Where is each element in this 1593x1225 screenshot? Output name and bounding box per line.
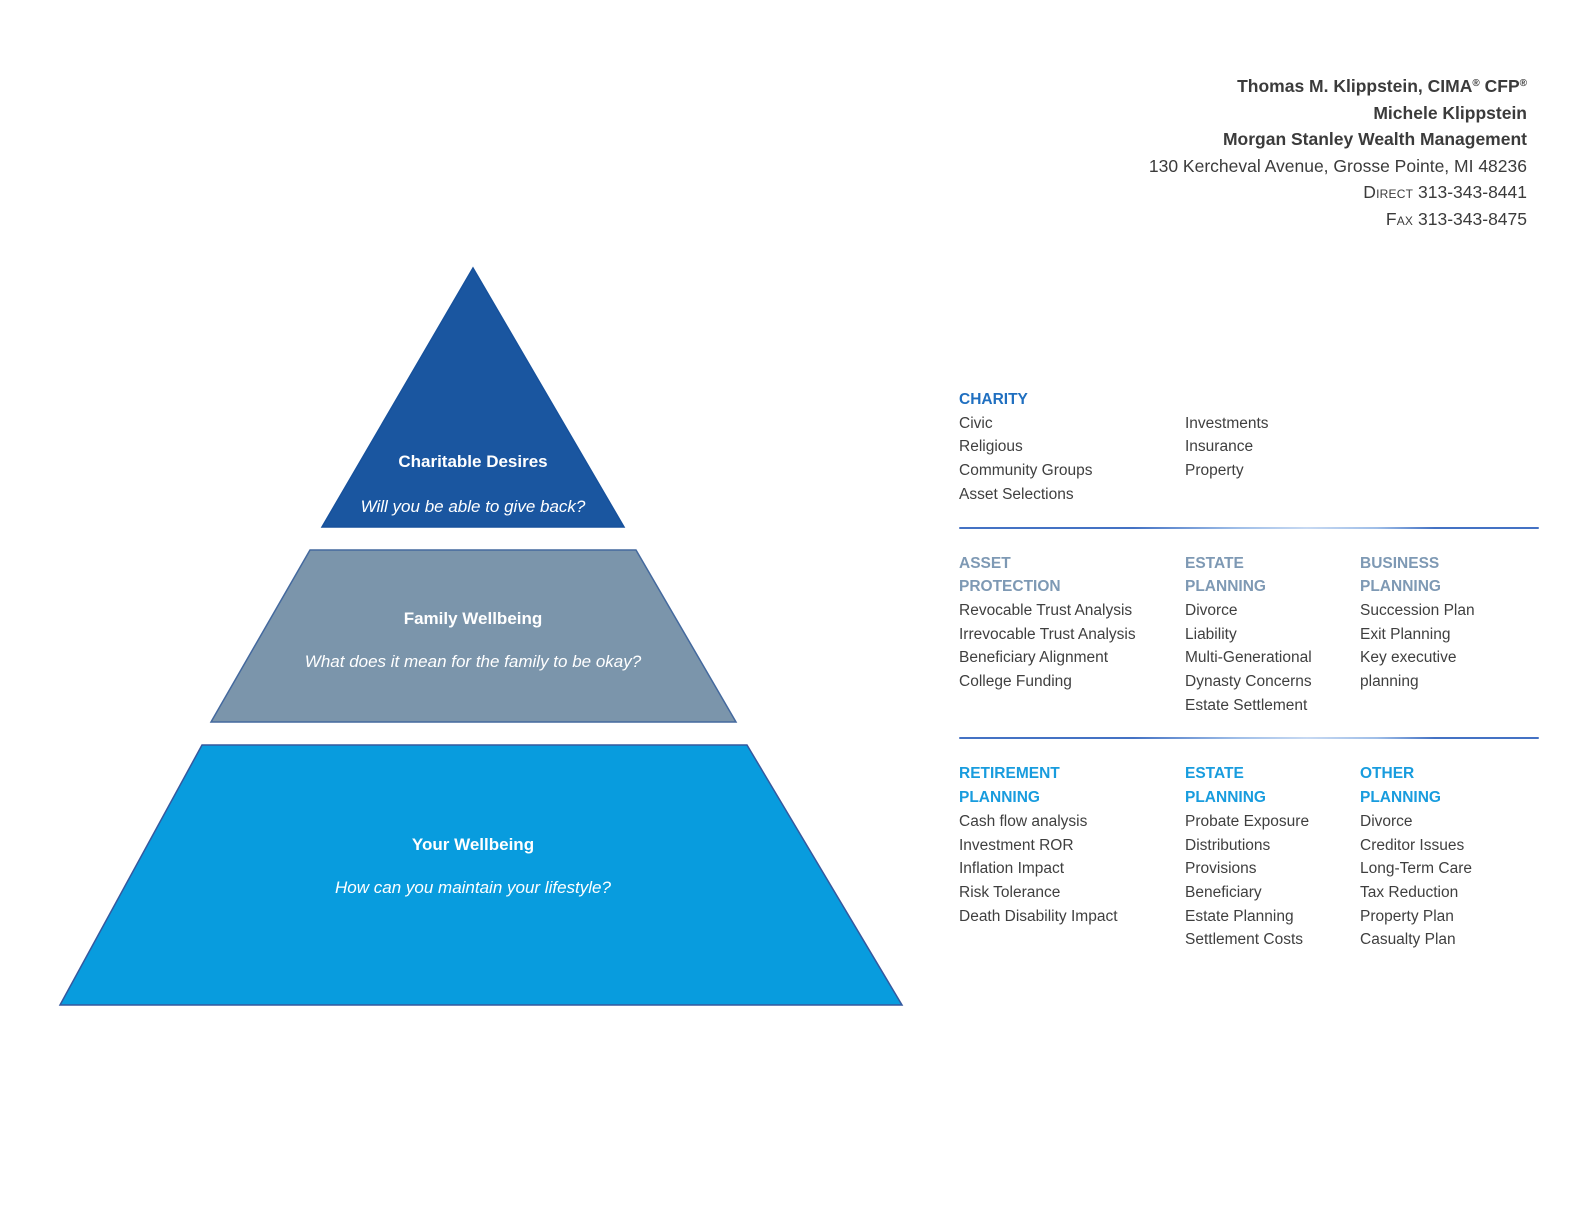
service-item: Investments [1185, 414, 1269, 432]
pyramid-level-1-title: Charitable Desires [398, 452, 548, 471]
pyramid-level-3-title: Your Wellbeing [411, 835, 535, 854]
contact-address: 130 Kercheval Avenue, Grosse Pointe, MI … [1148, 155, 1527, 176]
contact-fax-phone: Fax 313-343-8475 [1149, 206, 1527, 233]
service-item: Beneficiary [1185, 883, 1262, 901]
service-item: Liability [1185, 625, 1237, 643]
service-item: Property Plan [1360, 907, 1454, 925]
service-item: Religious [959, 438, 1023, 456]
pyramid-bottom-your-wellbeing-shape [58, 744, 904, 1006]
services-column: OTHER PLANNING Divorce Creditor Issues Long-… [1360, 762, 1539, 952]
direct-number: 313-343-8441 [1418, 182, 1527, 203]
service-item: Estate Settlement [1185, 696, 1308, 714]
service-item: Death Disability Impact [959, 907, 1118, 925]
service-item: Probate Exposure [1185, 812, 1310, 830]
services-column: ASSET PROTECTION Revocable Trust Analysis I… [959, 552, 1185, 718]
column-header: BUSINESS PLANNING [1360, 552, 1539, 599]
service-item: Tax Reduction [1360, 883, 1459, 901]
column-header-line: RETIREMENT [959, 765, 1060, 783]
service-item: Revocable Trust Analysis [959, 601, 1133, 619]
services-column: ESTATE PLANNING Divorce Liability Multi-Gene… [1185, 552, 1360, 718]
services-section-protection-and-planning: ASSET PROTECTION Revocable Trust Analysis I… [959, 552, 1539, 718]
service-item: Key executive planning [1360, 649, 1457, 690]
column-header-line: PLANNING [959, 789, 1040, 807]
column-header-line: ESTATE [1185, 554, 1244, 572]
service-item: Inflation Impact [959, 860, 1065, 878]
service-item: Creditor Issues [1360, 836, 1465, 854]
column-header [1185, 388, 1360, 412]
service-item: Divorce [1360, 812, 1413, 830]
services-column: CHARITY Civic Religious Community Groups Ass… [959, 388, 1185, 507]
services-column: RETIREMENT PLANNING Cash flow analysis Inve… [959, 762, 1185, 952]
service-item: College Funding [959, 673, 1072, 690]
column-header-line: BUSINESS [1360, 554, 1440, 572]
service-item: Provisions [1185, 860, 1257, 878]
pyramid-top-charitable-desires-shape [320, 266, 626, 528]
contact-credential: CFP [1479, 76, 1520, 96]
column-header-line: PLANNING [1360, 789, 1441, 807]
service-item: Estate Planning [1185, 907, 1294, 925]
contact-name-primary: Thomas M. Klippstein, CIMA® CFP® [1149, 71, 1527, 100]
service-item: Risk Tolerance [959, 883, 1061, 901]
section-divider [959, 737, 1539, 740]
service-item: Casualty Plan [1360, 931, 1456, 949]
services-section-retirement-and-other: RETIREMENT PLANNING Cash flow analysis Inve… [959, 762, 1539, 952]
service-item: Civic [959, 414, 993, 432]
pyramid-level-2-title: Family Wellbeing [403, 609, 543, 628]
column-header: RETIREMENT PLANNING [959, 762, 1185, 809]
registered-trademark-symbol: ® [1472, 78, 1480, 89]
service-item: Investment ROR [959, 836, 1074, 854]
service-item: Community Groups [959, 462, 1093, 480]
direct-label: Direct [1363, 182, 1414, 203]
service-item: Exit Planning [1360, 625, 1451, 643]
service-item: Beneficiary Alignment [959, 649, 1109, 667]
section-divider [959, 526, 1539, 529]
column-header: ESTATE PLANNING [1185, 762, 1360, 809]
column-header: ESTATE PLANNING [1185, 552, 1360, 599]
service-item: Succession Plan [1360, 601, 1475, 619]
services-column: Investments Insurance Property [1185, 388, 1360, 507]
services-column: ESTATE PLANNING Probate Exposure Distributi… [1185, 762, 1360, 952]
service-item: Property [1185, 462, 1244, 480]
service-item: Distributions [1185, 836, 1271, 854]
contact-name-primary-text: Thomas M. Klippstein, CIMA [1237, 76, 1473, 96]
service-item: Multi-Generational [1185, 649, 1312, 667]
contact-direct-phone: Direct 313-343-8441 [1149, 179, 1527, 206]
wellbeing-pyramid-diagram [58, 266, 904, 1006]
fax-label: Fax [1385, 208, 1414, 229]
pyramid-level-3-question: How can you maintain your lifestyle? [335, 878, 611, 897]
service-item: Settlement Costs [1185, 931, 1304, 949]
column-header: ASSET PROTECTION [959, 552, 1185, 599]
column-header-line: CHARITY [959, 391, 1028, 408]
pyramid-middle-family-wellbeing-shape [209, 549, 738, 723]
column-header: OTHER PLANNING [1360, 762, 1539, 809]
service-item: Long-Term Care [1360, 860, 1472, 878]
services-column: BUSINESS PLANNING Succession Plan Exit Plan… [1360, 552, 1539, 718]
column-header-line: ESTATE [1185, 765, 1244, 783]
service-item: Divorce [1185, 601, 1238, 619]
service-item: Irrevocable Trust Analysis [959, 625, 1136, 643]
services-section-charity: CHARITY Civic Religious Community Groups Ass… [959, 388, 1539, 507]
service-item: Insurance [1185, 438, 1254, 456]
service-item: Cash flow analysis [959, 812, 1088, 830]
contact-block: Thomas M. Klippstein, CIMA® CFP® Michele… [1149, 71, 1527, 233]
column-header-line: PLANNING [1360, 578, 1441, 596]
service-item: Asset Selections [959, 485, 1074, 503]
contact-firm: Morgan Stanley Wealth Management [1222, 129, 1527, 150]
registered-trademark-symbol: ® [1519, 78, 1527, 89]
pyramid-level-2-question: What does it mean for the family to be o… [304, 652, 642, 671]
services-panel: CHARITY Civic Religious Community Groups Ass… [959, 388, 1539, 952]
column-header: CHARITY [959, 388, 1185, 412]
service-item: Dynasty Concerns [1185, 673, 1312, 690]
column-header-line: PLANNING [1185, 789, 1266, 807]
column-header-line: PLANNING [1185, 578, 1266, 596]
fax-number: 313-343-8475 [1418, 208, 1527, 229]
column-header-line: PROTECTION [959, 578, 1061, 596]
pyramid-level-1-question: Will you be able to give back? [360, 497, 586, 516]
contact-name-secondary: Michele Klippstein [1373, 102, 1527, 123]
column-header-line: ASSET [959, 554, 1011, 572]
column-header-line: OTHER [1360, 765, 1415, 783]
